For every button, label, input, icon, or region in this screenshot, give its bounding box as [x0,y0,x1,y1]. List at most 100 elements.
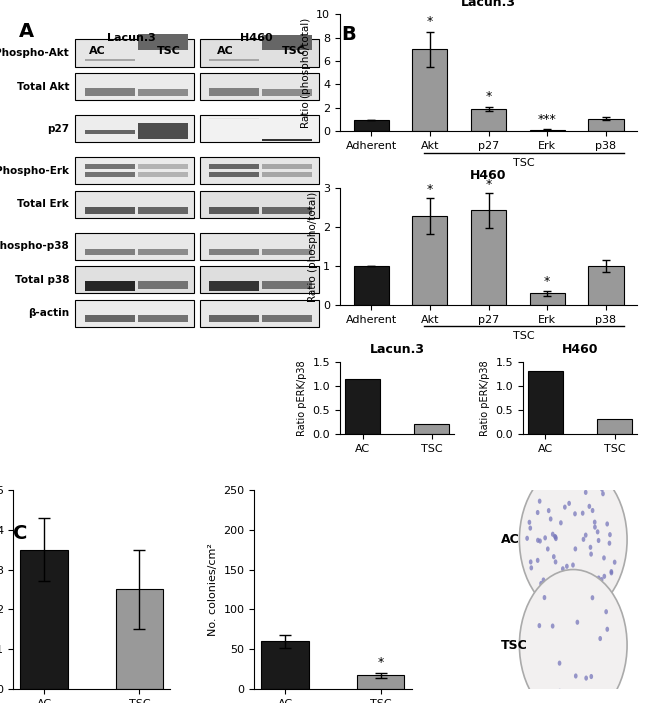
Circle shape [538,538,542,543]
Circle shape [530,565,533,570]
Circle shape [585,579,589,583]
Circle shape [591,595,594,600]
Y-axis label: Ratio pERK/p38: Ratio pERK/p38 [297,360,307,436]
Bar [138,34,188,50]
Bar [588,119,623,131]
Text: TSC: TSC [501,638,528,652]
Bar [263,281,313,290]
Circle shape [613,560,616,565]
Y-axis label: Ratio pERK/p38: Ratio pERK/p38 [480,360,490,436]
Bar [263,89,313,96]
Bar [261,641,309,689]
Circle shape [581,510,584,516]
Text: Total Erk: Total Erk [18,199,69,209]
Bar [209,281,259,291]
Circle shape [554,534,558,540]
Text: *: * [426,183,433,196]
Bar [263,139,313,141]
Circle shape [604,610,608,614]
Circle shape [584,676,588,681]
Title: Lacun.3: Lacun.3 [461,0,516,8]
Circle shape [546,546,550,552]
Circle shape [582,583,586,588]
FancyBboxPatch shape [200,115,318,142]
Circle shape [608,541,611,546]
Bar [116,589,163,689]
Text: Phospho-Erk: Phospho-Erk [0,166,69,176]
FancyBboxPatch shape [200,73,318,101]
FancyBboxPatch shape [200,299,318,327]
Text: *: * [426,15,433,28]
Text: AC: AC [501,533,520,546]
Circle shape [593,520,597,524]
Bar [84,281,135,291]
Text: *: * [544,276,551,288]
Circle shape [610,570,613,576]
Circle shape [536,557,540,563]
Bar [357,676,404,689]
Circle shape [580,595,584,600]
Circle shape [538,623,541,628]
Circle shape [561,566,565,572]
FancyBboxPatch shape [75,299,194,327]
Circle shape [549,517,552,522]
FancyBboxPatch shape [200,39,318,67]
FancyBboxPatch shape [75,39,194,67]
Circle shape [556,593,559,598]
Circle shape [580,701,584,703]
Bar [597,419,632,434]
Circle shape [602,555,606,560]
FancyBboxPatch shape [200,233,318,260]
Bar [84,58,135,60]
Circle shape [580,484,584,489]
Circle shape [610,569,613,574]
Bar [530,129,565,131]
Circle shape [600,486,604,492]
Text: ***: *** [538,112,556,126]
Circle shape [552,554,556,560]
Circle shape [565,564,569,569]
Circle shape [567,501,571,506]
Circle shape [563,505,567,510]
Text: p27: p27 [47,124,69,134]
Circle shape [599,636,602,641]
Circle shape [558,586,562,591]
Text: C: C [13,524,27,543]
Circle shape [543,595,546,600]
Circle shape [596,529,599,534]
FancyBboxPatch shape [200,266,318,293]
Bar [138,89,188,96]
Bar [84,172,135,177]
Text: Phospho-Akt: Phospho-Akt [0,48,69,58]
Text: B: B [341,25,356,44]
Circle shape [540,581,543,586]
Circle shape [590,552,593,557]
Text: *: * [486,90,491,103]
Circle shape [601,491,604,496]
Text: Lacun.3: Lacun.3 [107,33,156,43]
Circle shape [541,577,545,583]
Bar [415,423,449,434]
Circle shape [553,588,557,593]
Bar [138,249,188,255]
Circle shape [551,624,554,628]
Bar [412,49,447,131]
Bar [84,207,135,214]
Text: Total p38: Total p38 [15,275,69,285]
Bar [345,380,380,434]
Text: TSC: TSC [513,331,534,341]
Circle shape [575,619,579,625]
Circle shape [536,510,540,515]
Text: A: A [20,22,34,41]
FancyBboxPatch shape [75,266,194,293]
Circle shape [538,498,541,504]
Title: H460: H460 [562,343,598,356]
Bar [138,207,188,214]
Y-axis label: Ratio (phospho/total): Ratio (phospho/total) [301,18,311,128]
Bar [138,315,188,321]
Circle shape [573,572,576,577]
Circle shape [589,545,592,550]
Circle shape [559,520,563,525]
Bar [209,207,259,214]
Text: Total Akt: Total Akt [17,82,69,91]
